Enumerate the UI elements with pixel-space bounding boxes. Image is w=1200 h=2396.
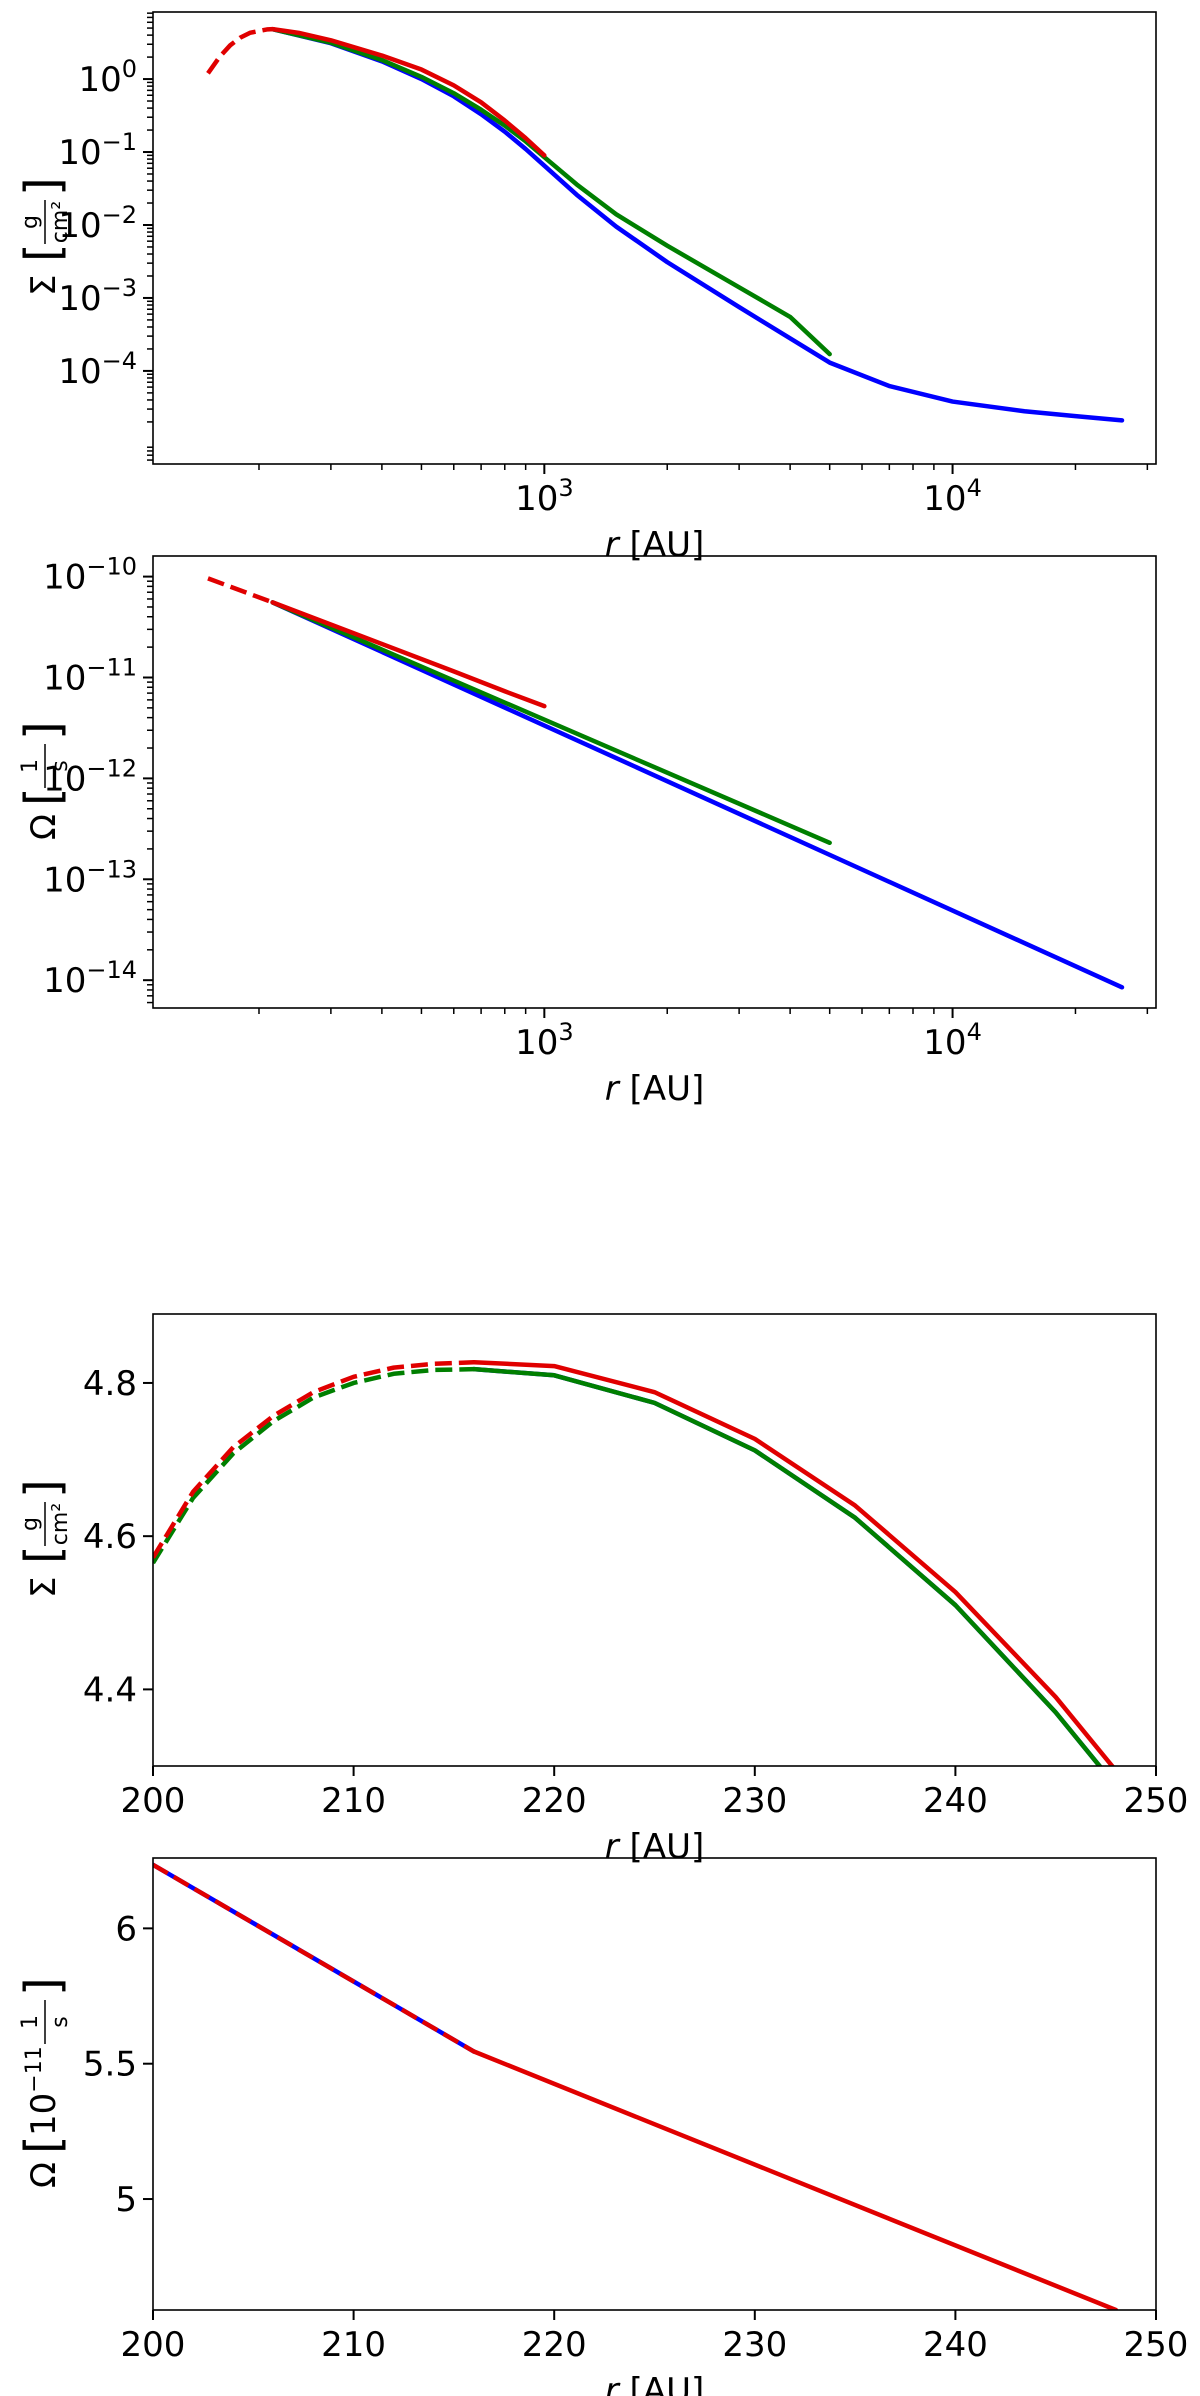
chart-p2: 103 104 10−10 10−11 10−12 10−13 10−14 r [AU] Ω [1… (15, 553, 1157, 1109)
y-axis-label: Ω [1 s] (15, 721, 73, 840)
y-label-bracket: ] (15, 1479, 71, 1498)
x-tick-label: 230 (722, 2325, 787, 2365)
axes-frame (152, 1313, 1157, 1767)
y-label-symbol: Σ (24, 1577, 64, 1598)
series-group (206, 26, 1125, 423)
series-line-p3-3 (153, 1360, 475, 1559)
series-line-p2-3 (270, 600, 547, 709)
y-axis-label: Σ [ g cm²] (15, 177, 73, 296)
series-line-p4-2 (471, 2049, 1119, 2310)
x-minor-ticks (258, 1008, 1149, 1014)
y-tick-label: 6 (115, 1909, 137, 1949)
series-line-p1-2 (206, 26, 273, 75)
x-axis-label: r [AU] (605, 1069, 704, 1109)
x-tick-label: 103 (515, 474, 574, 519)
x-tick-label: 230 (722, 1781, 787, 1821)
x-axis-label: r [AU] (605, 525, 704, 565)
series-line-p4-1 (153, 1862, 476, 2054)
chart-p4: 200 210 220 230 240 250 5 5.5 6 r [AU] Ω [10−11 1 s] (15, 1857, 1189, 2396)
x-minor-ticks (258, 464, 1149, 470)
x-tick-label: 240 (923, 1781, 988, 1821)
y-tick-label: 10−4 (58, 347, 137, 392)
y-label-denominator: s (48, 760, 73, 771)
y-tick-label: 10−1 (58, 128, 137, 173)
y-tick-label: 10−14 (43, 956, 137, 1001)
series-line-p1-1 (270, 26, 832, 357)
y-minor-ticks (147, 580, 153, 1004)
x-tick-label: 240 (923, 2325, 988, 2365)
y-label-bracket: [ (15, 787, 71, 806)
x-tick-label: 200 (121, 1781, 186, 1821)
x-tick-label: 220 (522, 2325, 587, 2365)
series-line-p3-1 (153, 1366, 475, 1565)
x-tick-label: 210 (321, 2325, 386, 2365)
x-tick-label: 220 (522, 1781, 587, 1821)
x-tick-label: 104 (923, 1018, 982, 1063)
y-label-numerator: g (18, 1517, 43, 1531)
y-label-numerator: 1 (18, 2015, 43, 2029)
y-tick-label: 4.6 (83, 1517, 137, 1557)
y-tick-label: 5.5 (83, 2045, 137, 2085)
y-tick-label: 10−10 (43, 553, 137, 598)
series-line-p2-2 (207, 576, 274, 605)
y-axis-label: Ω [10−11 1 s] (15, 1977, 73, 2188)
series-line-p2-0 (270, 600, 1125, 990)
y-tick-label: 10−11 (43, 653, 137, 698)
axes-frame (152, 11, 1157, 465)
y-label-bracket: ] (15, 1977, 71, 1996)
y-label-bracket: [ (15, 243, 71, 262)
chart-p1: 103 104 100 10−1 10−2 10−3 10−4 r [AU] Σ [ g cm²] (15, 11, 1157, 565)
x-tick-label: 104 (923, 474, 982, 519)
x-tick-label: 200 (121, 2325, 186, 2365)
x-tick-label: 210 (321, 1781, 386, 1821)
y-label-numerator: g (18, 215, 43, 229)
y-label-denominator: s (48, 2016, 73, 2027)
series-line-p3-2 (471, 1366, 1103, 1766)
y-label-denominator: cm² (48, 201, 73, 243)
y-tick-label: 4.8 (83, 1364, 137, 1404)
y-tick-label: 10−12 (43, 754, 137, 799)
y-label-symbol: Ω (24, 2162, 64, 2188)
y-label-bracket: ] (15, 721, 71, 740)
chart-p3: 200 210 220 230 240 250 4.4 4.6 4.8 r [AU] Σ [ g cm²] (15, 1313, 1189, 1867)
series-line-p3-4 (471, 1360, 1116, 1766)
y-label-bracket: ] (15, 177, 71, 196)
y-label-denominator: cm² (48, 1503, 73, 1545)
x-tick-label: 103 (515, 1018, 574, 1063)
series-line-p1-3 (270, 26, 547, 158)
series-group (153, 1862, 1119, 2310)
x-tick-label: 250 (1124, 2325, 1189, 2365)
y-label-symbol: Ω (24, 814, 64, 840)
series-line-p1-0 (270, 26, 1125, 423)
y-label-bracket: [ (15, 2135, 71, 2154)
y-tick-label: 10−3 (58, 274, 137, 319)
series-group (153, 1360, 1116, 1766)
x-axis-label: r [AU] (605, 2371, 704, 2396)
axes-frame (152, 1857, 1157, 2311)
x-tick-label: 250 (1124, 1781, 1189, 1821)
y-tick-label: 10−13 (43, 855, 137, 900)
y-tick-label: 100 (78, 55, 137, 100)
y-tick-label: 5 (115, 2180, 137, 2220)
series-line-p2-1 (270, 600, 832, 846)
axes-frame (152, 555, 1157, 1009)
series-line-p3-0 (471, 1366, 1103, 1766)
series-group (207, 576, 1125, 990)
x-axis-label: r [AU] (605, 1827, 704, 1867)
y-label-bracket: [ (15, 1545, 71, 1564)
y-minor-ticks (147, 12, 153, 461)
y-label-symbol: Σ (24, 275, 64, 296)
y-tick-label: 10−2 (58, 201, 137, 246)
y-label-numerator: 1 (18, 759, 43, 773)
y-axis-label: Σ [ g cm²] (15, 1479, 73, 1598)
y-tick-label: 4.4 (83, 1670, 137, 1710)
y-label-prefix: 10−11 (22, 2046, 64, 2136)
